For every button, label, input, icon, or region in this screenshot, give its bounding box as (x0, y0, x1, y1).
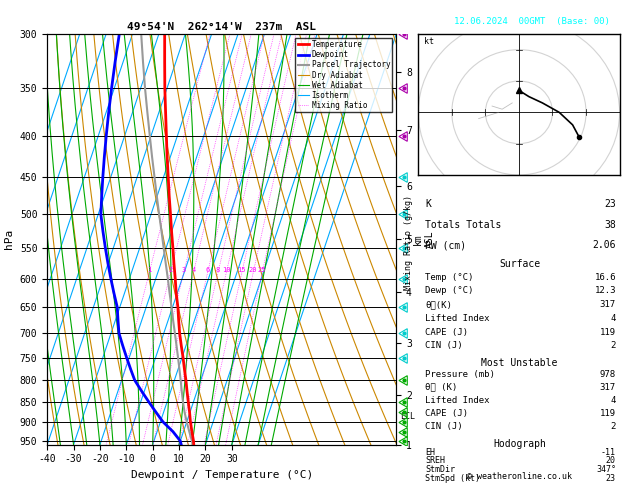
Text: PW (cm): PW (cm) (425, 240, 466, 250)
Text: 38: 38 (604, 220, 616, 230)
Text: 3: 3 (182, 267, 186, 273)
Text: 119: 119 (600, 409, 616, 418)
Text: 2.06: 2.06 (593, 240, 616, 250)
Text: 20: 20 (249, 267, 257, 273)
Text: 347°: 347° (596, 465, 616, 474)
Text: 25: 25 (258, 267, 267, 273)
Text: CIN (J): CIN (J) (425, 422, 463, 431)
Text: Surface: Surface (499, 259, 540, 269)
Text: θᴄ (K): θᴄ (K) (425, 382, 457, 392)
Text: 2: 2 (169, 267, 172, 273)
Text: 23: 23 (604, 199, 616, 209)
Text: 4: 4 (611, 396, 616, 405)
Text: -11: -11 (601, 448, 616, 457)
Text: Totals Totals: Totals Totals (425, 220, 501, 230)
Text: CAPE (J): CAPE (J) (425, 328, 468, 337)
Text: 8: 8 (216, 267, 220, 273)
Text: 2: 2 (611, 341, 616, 350)
Text: SREH: SREH (425, 456, 445, 466)
Text: CIN (J): CIN (J) (425, 341, 463, 350)
Text: Hodograph: Hodograph (493, 439, 546, 449)
Text: 12.06.2024  00GMT  (Base: 00): 12.06.2024 00GMT (Base: 00) (454, 17, 610, 26)
Legend: Temperature, Dewpoint, Parcel Trajectory, Dry Adiabat, Wet Adiabat, Isotherm, Mi: Temperature, Dewpoint, Parcel Trajectory… (296, 38, 392, 112)
Text: 6: 6 (206, 267, 209, 273)
Text: StmSpd (kt): StmSpd (kt) (425, 474, 480, 483)
Text: 10: 10 (222, 267, 230, 273)
Text: 15: 15 (238, 267, 246, 273)
Text: StmDir: StmDir (425, 465, 455, 474)
Text: Pressure (mb): Pressure (mb) (425, 370, 495, 379)
Text: Mixing Ratio (g/kg): Mixing Ratio (g/kg) (404, 195, 413, 291)
Text: 16.6: 16.6 (594, 273, 616, 281)
Text: 12.3: 12.3 (594, 286, 616, 295)
Text: Lifted Index: Lifted Index (425, 314, 490, 323)
Text: Dewp (°C): Dewp (°C) (425, 286, 474, 295)
Y-axis label: km
ASL: km ASL (413, 230, 435, 248)
Text: 2: 2 (611, 422, 616, 431)
Text: 23: 23 (606, 474, 616, 483)
Text: CAPE (J): CAPE (J) (425, 409, 468, 418)
Text: 119: 119 (600, 328, 616, 337)
Text: 317: 317 (600, 382, 616, 392)
Text: kt: kt (425, 37, 434, 46)
Text: 978: 978 (600, 370, 616, 379)
Y-axis label: hPa: hPa (4, 229, 14, 249)
Title: 49°54'N  262°14'W  237m  ASL: 49°54'N 262°14'W 237m ASL (127, 22, 316, 32)
X-axis label: Dewpoint / Temperature (°C): Dewpoint / Temperature (°C) (131, 470, 313, 480)
Text: Lifted Index: Lifted Index (425, 396, 490, 405)
Text: © weatheronline.co.uk: © weatheronline.co.uk (467, 472, 572, 481)
Text: Temp (°C): Temp (°C) (425, 273, 474, 281)
Text: 317: 317 (600, 300, 616, 309)
Text: EH: EH (425, 448, 435, 457)
Text: 1: 1 (147, 267, 152, 273)
Text: 4: 4 (191, 267, 196, 273)
Text: 4: 4 (611, 314, 616, 323)
Text: K: K (425, 199, 431, 209)
Text: Most Unstable: Most Unstable (481, 358, 558, 368)
Text: LCL: LCL (400, 412, 415, 421)
Text: θᴄ(K): θᴄ(K) (425, 300, 452, 309)
Text: 20: 20 (606, 456, 616, 466)
